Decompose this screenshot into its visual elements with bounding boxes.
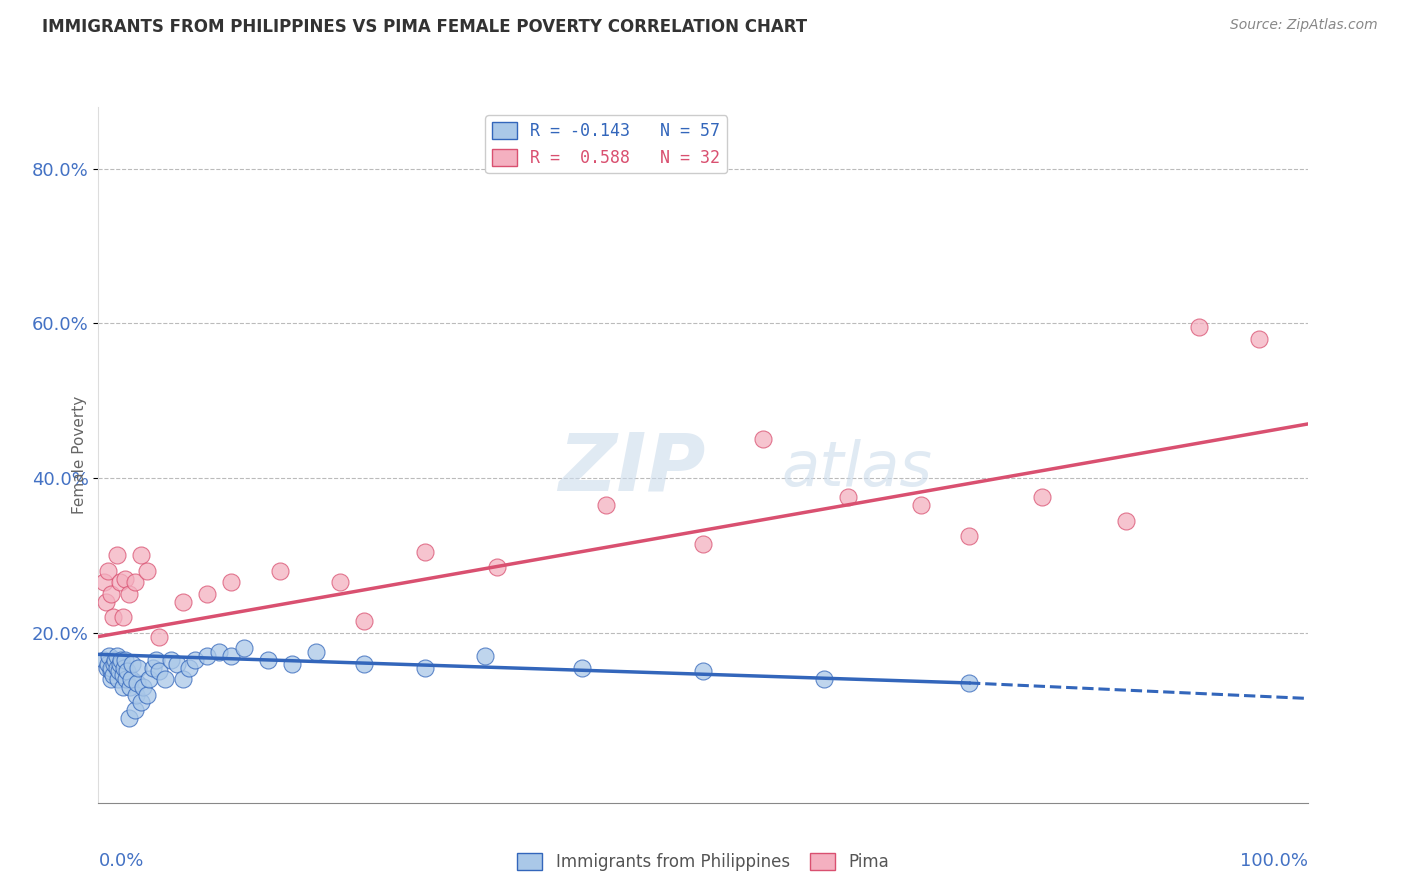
Point: [105, 549, 128, 563]
Point: [166, 657, 188, 671]
Point: [353, 614, 375, 628]
Point: [195, 648, 218, 663]
Point: [413, 660, 436, 674]
Point: [837, 491, 859, 505]
Text: atlas: atlas: [782, 439, 932, 499]
Point: [127, 676, 149, 690]
Point: [232, 641, 254, 656]
Point: [127, 660, 149, 674]
Text: ZIP: ZIP: [558, 430, 706, 508]
Point: [305, 645, 328, 659]
Point: [108, 657, 131, 671]
Point: [135, 564, 157, 578]
Point: [957, 529, 980, 543]
Point: [813, 672, 835, 686]
Point: [172, 595, 194, 609]
Point: [108, 575, 131, 590]
Point: [129, 549, 152, 563]
Point: [105, 648, 128, 663]
Text: 100.0%: 100.0%: [1240, 852, 1308, 870]
Point: [114, 572, 136, 586]
Point: [595, 498, 617, 512]
Point: [115, 672, 138, 686]
Point: [474, 648, 496, 663]
Point: [138, 672, 160, 686]
Point: [103, 657, 125, 671]
Point: [195, 587, 218, 601]
Point: [413, 544, 436, 558]
Point: [125, 688, 148, 702]
Point: [101, 610, 124, 624]
Point: [1249, 332, 1271, 346]
Text: IMMIGRANTS FROM PHILIPPINES VS PIMA FEMALE POVERTY CORRELATION CHART: IMMIGRANTS FROM PHILIPPINES VS PIMA FEMA…: [42, 18, 807, 36]
Point: [118, 587, 141, 601]
Point: [111, 610, 134, 624]
Point: [100, 672, 122, 686]
Point: [97, 657, 120, 671]
Point: [1188, 320, 1211, 334]
Point: [184, 653, 207, 667]
Point: [179, 660, 201, 674]
Point: [100, 660, 122, 674]
Point: [486, 560, 509, 574]
Point: [221, 648, 243, 663]
Point: [353, 657, 375, 671]
Point: [172, 672, 194, 686]
Y-axis label: Female Poverty: Female Poverty: [72, 396, 87, 514]
Point: [124, 575, 146, 590]
Point: [208, 645, 231, 659]
Point: [111, 668, 134, 682]
Point: [957, 676, 980, 690]
Point: [93, 575, 115, 590]
Point: [105, 660, 128, 674]
Point: [98, 648, 121, 663]
Point: [114, 653, 136, 667]
Point: [1031, 491, 1053, 505]
Point: [281, 657, 304, 671]
Point: [121, 657, 143, 671]
Point: [142, 660, 165, 674]
Point: [692, 665, 714, 679]
Point: [153, 672, 176, 686]
Point: [145, 653, 167, 667]
Point: [96, 660, 118, 674]
Point: [94, 595, 117, 609]
Point: [160, 653, 183, 667]
Point: [93, 653, 115, 667]
Point: [110, 653, 132, 667]
Point: [111, 680, 134, 694]
Legend: Immigrants from Philippines, Pima: Immigrants from Philippines, Pima: [510, 847, 896, 878]
Point: [910, 498, 932, 512]
Point: [752, 433, 775, 447]
Point: [112, 660, 135, 674]
Point: [118, 711, 141, 725]
Point: [100, 587, 122, 601]
Point: [148, 630, 170, 644]
Text: Source: ZipAtlas.com: Source: ZipAtlas.com: [1230, 18, 1378, 32]
Point: [269, 564, 291, 578]
Point: [571, 660, 593, 674]
Point: [132, 680, 155, 694]
Point: [221, 575, 243, 590]
Point: [329, 575, 352, 590]
Text: 0.0%: 0.0%: [98, 852, 143, 870]
Point: [118, 680, 141, 694]
Point: [117, 665, 139, 679]
Point: [148, 665, 170, 679]
Point: [1115, 514, 1137, 528]
Point: [104, 653, 127, 667]
Point: [120, 672, 142, 686]
Point: [124, 703, 146, 717]
Point: [135, 688, 157, 702]
Point: [100, 665, 122, 679]
Point: [101, 668, 124, 682]
Point: [107, 672, 129, 686]
Point: [129, 695, 152, 709]
Point: [108, 665, 131, 679]
Point: [692, 537, 714, 551]
Point: [256, 653, 278, 667]
Point: [97, 564, 120, 578]
